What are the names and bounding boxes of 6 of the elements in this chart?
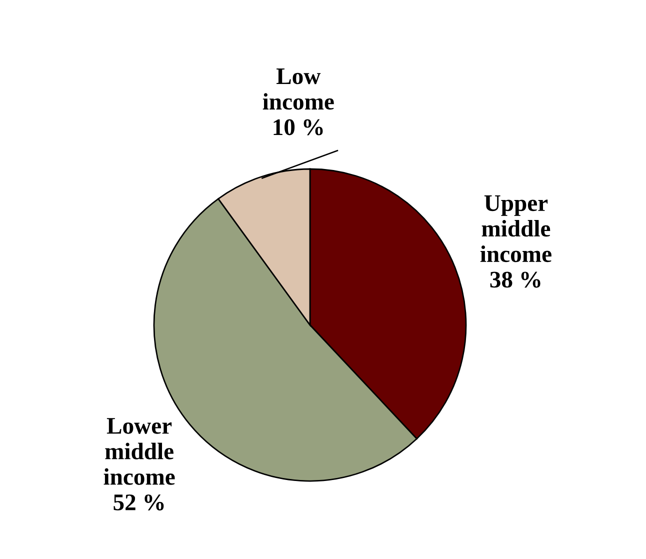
data-label: 10 % xyxy=(274,119,323,136)
data-label: 38 % xyxy=(490,272,540,288)
slice-label: Upper middle income xyxy=(480,195,552,262)
data-label: 52 % xyxy=(114,494,164,510)
slice-label: Lower middle income xyxy=(104,418,175,485)
slice-label: Low income xyxy=(262,68,334,110)
